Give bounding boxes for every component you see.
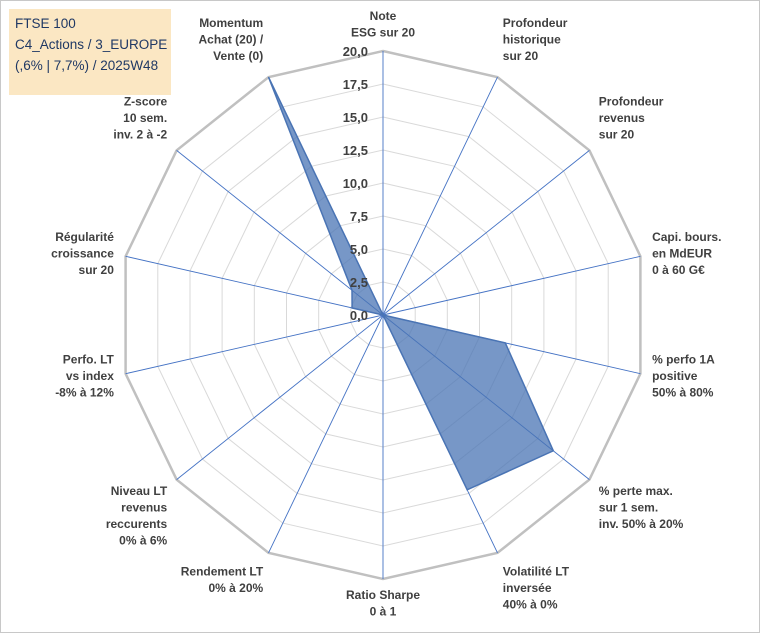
axis-label: % perte max. sur 1 sem. inv. 50% à 20% — [599, 484, 684, 531]
axis-spoke — [382, 150, 590, 316]
axis-label: Profondeur revenus sur 20 — [599, 94, 664, 141]
axis-spoke — [176, 314, 384, 480]
axis-label: % perfo 1A positive 50% à 80% — [652, 353, 715, 400]
axis-spoke — [176, 150, 384, 316]
info-box-line-3: (,6% | 7,7%) / 2025W48 — [15, 58, 159, 73]
tick-label: 5,0 — [350, 242, 368, 257]
axis-label: Ratio Sharpe 0 à 1 — [346, 588, 420, 619]
series-area — [267, 76, 555, 491]
axis-label: Volatilité LT inversée 40% à 0% — [503, 565, 570, 612]
axis-label: Régularité croissance sur 20 — [51, 230, 114, 277]
axis-spoke — [268, 314, 384, 554]
tick-label: 12,5 — [343, 143, 368, 158]
axis-spoke — [125, 255, 384, 316]
axis-label: Note ESG sur 20 — [351, 9, 415, 40]
tick-label: 17,5 — [343, 77, 368, 92]
info-box-line-1: FTSE 100 — [15, 16, 76, 31]
axis-label: Rendement LT 0% à 20% — [181, 565, 264, 596]
tick-label: 2,5 — [350, 275, 368, 290]
axis-spoke — [125, 314, 384, 375]
tick-label: 20,0 — [343, 44, 368, 59]
axis-spoke — [382, 76, 498, 316]
tick-label: 10,0 — [343, 176, 368, 191]
axis-label: Capi. bours. en MdEUR 0 à 60 G€ — [652, 230, 721, 277]
tick-label: 15,0 — [343, 110, 368, 125]
axis-label: Momentum Achat (20) / Vente (0) — [199, 16, 264, 63]
axis-label: Profondeur historique sur 20 — [503, 16, 568, 63]
axis-label: Perfo. LT vs index -8% à 12% — [55, 353, 114, 400]
tick-label: 0,0 — [350, 308, 368, 323]
info-box: FTSE 100 C4_Actions / 3_EUROPE (,6% | 7,… — [9, 9, 171, 95]
tick-label: 7,5 — [350, 209, 368, 224]
axis-label: Niveau LT revenus reccurents 0% à 6% — [106, 484, 168, 547]
info-box-line-2: C4_Actions / 3_EUROPE — [15, 37, 168, 52]
axis-label: Z-score 10 sem. inv. 2 à -2 — [113, 94, 167, 141]
axis-spoke — [382, 255, 641, 316]
